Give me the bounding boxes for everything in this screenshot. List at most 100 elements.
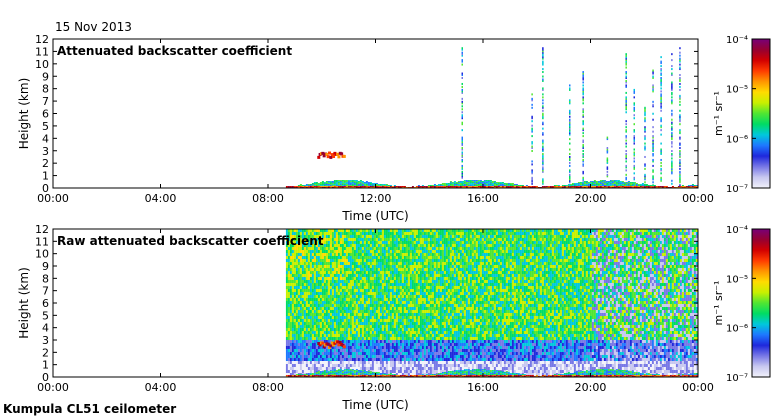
signal-cell: [375, 325, 378, 328]
signal-cell: [329, 361, 332, 364]
signal-cell: [359, 295, 362, 298]
signal-cell: [285, 262, 288, 265]
signal-cell: [329, 313, 332, 316]
signal-cell: [321, 250, 324, 253]
signal-cell: [375, 358, 378, 361]
signal-cell: [343, 322, 346, 325]
signal-cell: [387, 352, 390, 355]
signal-cell: [295, 370, 298, 373]
column-cell: [679, 170, 681, 173]
signal-cell: [333, 325, 336, 328]
signal-cell: [375, 361, 378, 364]
signal-cell: [333, 247, 336, 250]
boundary-layer-cell: [561, 185, 564, 187]
signal-cell: [393, 310, 396, 313]
boundary-layer-cell: [349, 373, 352, 375]
boundary-layer-cell: [339, 181, 342, 183]
signal-cell: [319, 253, 322, 256]
signal-cell: [387, 229, 390, 232]
signal-cell: [353, 334, 356, 337]
column-cell: [582, 155, 584, 158]
signal-cell: [313, 244, 316, 247]
boundary-layer-cell: [325, 375, 328, 377]
signal-cell: [371, 247, 374, 250]
signal-cell: [379, 229, 382, 232]
signal-cell: [369, 259, 372, 262]
column-cell: [633, 91, 635, 94]
signal-cell: [295, 295, 298, 298]
column-cell: [671, 136, 673, 139]
signal-cell: [369, 292, 372, 295]
boundary-layer-cell: [369, 183, 372, 185]
signal-cell: [401, 256, 404, 259]
signal-cell: [299, 265, 302, 268]
signal-cell: [349, 307, 352, 310]
signal-cell: [291, 355, 294, 358]
signal-cell: [335, 322, 338, 325]
signal-cell: [285, 280, 288, 283]
signal-cell: [401, 316, 404, 319]
signal-cell: [371, 292, 374, 295]
signal-cell: [377, 253, 380, 256]
boundary-layer-cell: [585, 184, 588, 186]
signal-cell: [319, 328, 322, 331]
boundary-layer-cell: [473, 182, 476, 184]
signal-cell: [387, 358, 390, 361]
signal-cell: [389, 259, 392, 262]
boundary-layer-cell: [491, 181, 494, 183]
boundary-layer-cell: [519, 186, 522, 188]
boundary-layer-cell: [361, 183, 364, 185]
signal-cell: [403, 301, 406, 304]
signal-cell: [311, 262, 314, 265]
signal-cell: [327, 337, 330, 340]
boundary-layer-cell: [599, 181, 602, 183]
signal-cell: [333, 241, 336, 244]
signal-cell: [389, 310, 392, 313]
signal-cell: [359, 232, 362, 235]
boundary-layer-cell: [693, 185, 696, 187]
signal-cell: [391, 250, 394, 253]
signal-cell: [347, 292, 350, 295]
boundary-layer-cell: [311, 183, 314, 185]
signal-cell: [391, 319, 394, 322]
signal-cell: [369, 343, 372, 346]
signal-cell: [341, 280, 344, 283]
signal-cell: [373, 229, 376, 232]
signal-cell: [337, 334, 340, 337]
signal-cell: [295, 367, 298, 370]
signal-cell: [363, 241, 366, 244]
signal-cell: [407, 271, 410, 274]
signal-cell: [315, 262, 318, 265]
signal-cell: [293, 268, 296, 271]
signal-cell: [401, 298, 404, 301]
signal-cell: [351, 304, 354, 307]
signal-cell: [341, 265, 344, 268]
column-cell: [679, 181, 681, 184]
column-cell: [633, 109, 635, 112]
boundary-layer-cell: [513, 186, 516, 188]
signal-cell: [369, 253, 372, 256]
column-cell: [644, 138, 646, 141]
column-cell: [652, 75, 654, 78]
column-cell: [569, 121, 571, 124]
boundary-layer-cell: [301, 186, 304, 188]
boundary-layer-cell: [333, 375, 336, 377]
column-cell: [671, 150, 673, 153]
signal-cell: [291, 274, 294, 277]
signal-cell: [351, 253, 354, 256]
column-cell: [542, 68, 544, 71]
boundary-layer-cell: [507, 185, 510, 187]
signal-cell: [295, 262, 298, 265]
signal-cell: [399, 250, 402, 253]
signal-cell: [357, 250, 360, 253]
signal-cell: [381, 325, 384, 328]
signal-cell: [287, 271, 290, 274]
boundary-layer-cell: [339, 183, 342, 185]
column-cell: [671, 74, 673, 77]
signal-cell: [323, 286, 326, 289]
column-cell: [625, 72, 627, 75]
boundary-layer-cell: [575, 183, 578, 185]
signal-cell: [401, 340, 404, 343]
signal-cell: [295, 310, 298, 313]
boundary-layer-cell: [497, 183, 500, 185]
